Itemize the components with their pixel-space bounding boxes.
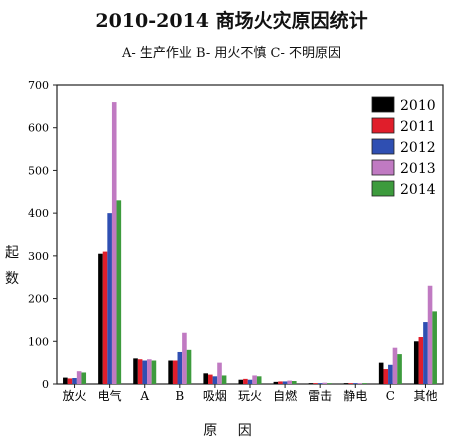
bar-2011 — [208, 374, 213, 384]
legend-swatch — [371, 96, 395, 113]
x-tick-label: 自燃 — [273, 388, 297, 403]
bar-2010 — [203, 373, 209, 384]
bar-2011 — [243, 378, 248, 384]
bar-2012 — [247, 379, 253, 384]
legend-label: 2010 — [400, 98, 436, 114]
bar-2011 — [137, 359, 143, 384]
chart-subtitle: A- 生产作业 B- 用火不慎 C- 不明原因 — [122, 46, 341, 61]
y-tick-label: 600 — [28, 122, 49, 135]
bar-2011 — [313, 383, 318, 384]
bar-2013 — [357, 383, 363, 384]
x-tick-label: 静电 — [343, 389, 367, 403]
x-tick-label: B — [175, 389, 184, 403]
bar-2014 — [432, 311, 437, 384]
bar-2010 — [343, 383, 349, 384]
legend-swatch — [371, 138, 395, 155]
chart-title: 2010-2014 商场火灾原因统计 — [95, 10, 368, 32]
bar-2010 — [133, 358, 138, 384]
x-tick-label: 吸烟 — [203, 389, 227, 403]
x-tick-label: 电气 — [98, 388, 122, 403]
bar-2014 — [81, 372, 87, 384]
bar-2013 — [111, 102, 117, 384]
bar-2013 — [217, 362, 222, 384]
bar-2012 — [388, 364, 393, 384]
bar-2011 — [418, 337, 424, 384]
bar-2012 — [177, 351, 183, 384]
bar-2013 — [287, 380, 292, 384]
bar-2012 — [107, 213, 112, 384]
bar-2011 — [102, 251, 108, 384]
y-tick-label: 100 — [28, 335, 49, 348]
bar-2010 — [378, 362, 384, 384]
legend-swatch — [371, 117, 395, 134]
bar-2010 — [238, 379, 244, 384]
bar-2013 — [182, 332, 187, 384]
legend-label: 2011 — [400, 119, 436, 135]
y-tick-label: 0 — [42, 378, 49, 391]
bar-2010 — [98, 253, 103, 384]
bar-2012 — [317, 383, 323, 384]
bar-2013 — [427, 285, 433, 384]
legend-label: 2014 — [400, 182, 436, 198]
legend-swatch — [371, 180, 395, 197]
bar-2014 — [151, 360, 157, 384]
y-tick-label: 700 — [28, 79, 49, 92]
bar-2013 — [147, 359, 152, 384]
bar-2014 — [327, 383, 332, 384]
bar-2011 — [348, 383, 353, 384]
bar-2014 — [397, 354, 402, 384]
bar-2010 — [413, 341, 419, 384]
x-tick-label: 放火 — [63, 388, 87, 403]
bar-2012 — [282, 381, 288, 384]
bar-2010 — [63, 377, 68, 384]
y-tick-label: 500 — [28, 164, 49, 177]
bar-2011 — [67, 378, 73, 384]
bar-2014 — [116, 200, 122, 384]
y-tick-label: 400 — [28, 207, 49, 220]
x-tick-label: A — [139, 389, 149, 403]
bar-2011 — [172, 360, 178, 384]
bar-2012 — [142, 360, 148, 384]
bar-2014 — [186, 349, 192, 384]
bar-2014 — [256, 376, 262, 384]
bar-2014 — [362, 383, 367, 384]
bar-2014 — [221, 375, 227, 384]
bar-2012 — [423, 322, 428, 384]
bar-2011 — [383, 369, 389, 384]
bar-2012 — [352, 383, 358, 384]
bar-2013 — [76, 371, 82, 384]
x-tick-label: 雷击 — [308, 389, 332, 403]
bar-2010 — [273, 381, 279, 384]
y-tick-label: 300 — [28, 250, 49, 263]
bar-2013 — [322, 382, 328, 384]
legend-swatch — [371, 159, 395, 176]
x-tick-label: C — [386, 389, 395, 403]
y-axis-label: 起数 — [5, 245, 19, 287]
bar-2011 — [278, 381, 283, 384]
bar-2012 — [72, 378, 77, 384]
x-axis-label: 原 因 — [203, 423, 260, 439]
bar-2014 — [291, 381, 297, 384]
x-tick-label: 玩火 — [238, 389, 262, 403]
bar-2012 — [212, 376, 218, 384]
bar-2013 — [392, 347, 398, 384]
legend-label: 2012 — [400, 140, 436, 156]
y-tick-label: 200 — [28, 293, 49, 306]
bar-2010 — [168, 360, 173, 384]
bar-2010 — [308, 383, 314, 384]
bar-2013 — [252, 375, 257, 384]
legend-label: 2013 — [400, 161, 436, 177]
x-tick-label: 其他 — [413, 389, 437, 403]
